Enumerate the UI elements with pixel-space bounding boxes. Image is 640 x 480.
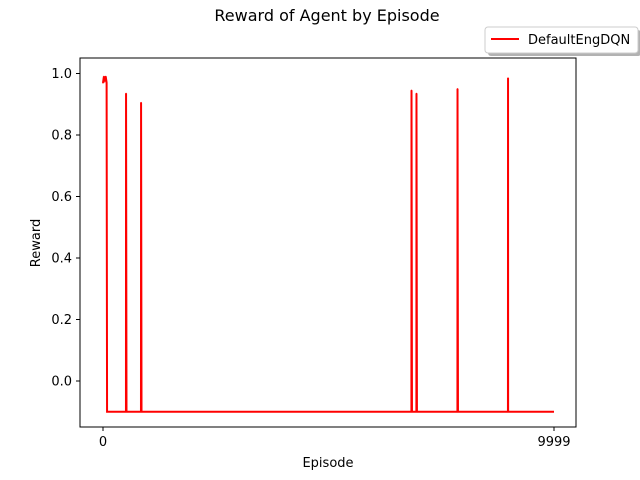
y-tick-label-0: 0.0	[51, 375, 72, 390]
data-point-8	[415, 92, 418, 95]
data-point-2	[104, 78, 106, 81]
x-tick-label-1: 9999	[537, 435, 570, 450]
y-tick-label-2: 0.4	[51, 252, 72, 267]
legend-label-defaultengdqn: DefaultEngDQN	[528, 33, 630, 48]
data-point-7	[410, 89, 413, 92]
y-axis-label: Reward	[29, 219, 44, 267]
x-axis: 0 9999	[99, 427, 571, 450]
legend: DefaultEngDQN	[484, 26, 640, 56]
y-tick-label-5: 1.0	[51, 67, 72, 82]
plot-area	[80, 58, 576, 427]
data-point-10	[507, 77, 509, 79]
chart-title: Reward of Agent by Episode	[214, 6, 439, 25]
x-tick-label-0: 0	[99, 435, 107, 450]
data-point-0	[102, 81, 104, 84]
y-tick-label-3: 0.6	[51, 190, 72, 205]
legend-box	[484, 26, 639, 54]
data-point-9	[456, 88, 459, 90]
data-point-3	[104, 75, 107, 78]
data-point-4	[105, 81, 108, 84]
data-point-5	[125, 92, 127, 95]
y-axis: 0.0 0.2 0.4 0.6 0.8 1.0	[51, 67, 80, 390]
plot-frame	[79, 57, 577, 428]
data-point-1	[103, 75, 105, 78]
y-tick-label-4: 0.8	[51, 129, 72, 144]
x-axis-label: Episode	[302, 456, 353, 471]
series-layer	[102, 75, 554, 413]
data-point-6	[140, 101, 142, 104]
y-tick-label-1: 0.2	[51, 313, 72, 328]
